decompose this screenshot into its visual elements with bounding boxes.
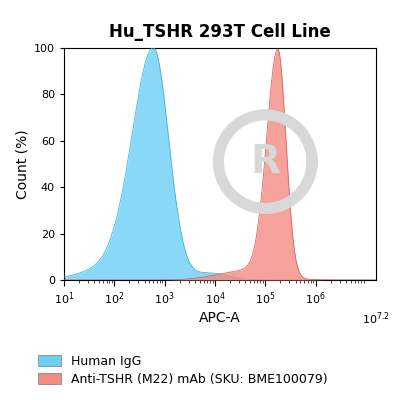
- Legend: Human IgG, Anti-TSHR (M22) mAb (SKU: BME100079): Human IgG, Anti-TSHR (M22) mAb (SKU: BME…: [38, 355, 327, 386]
- X-axis label: APC-A: APC-A: [199, 311, 241, 325]
- Y-axis label: Count (%): Count (%): [16, 129, 30, 199]
- Title: Hu_TSHR 293T Cell Line: Hu_TSHR 293T Cell Line: [109, 23, 331, 41]
- Text: $10^{7.2}$: $10^{7.2}$: [362, 310, 390, 327]
